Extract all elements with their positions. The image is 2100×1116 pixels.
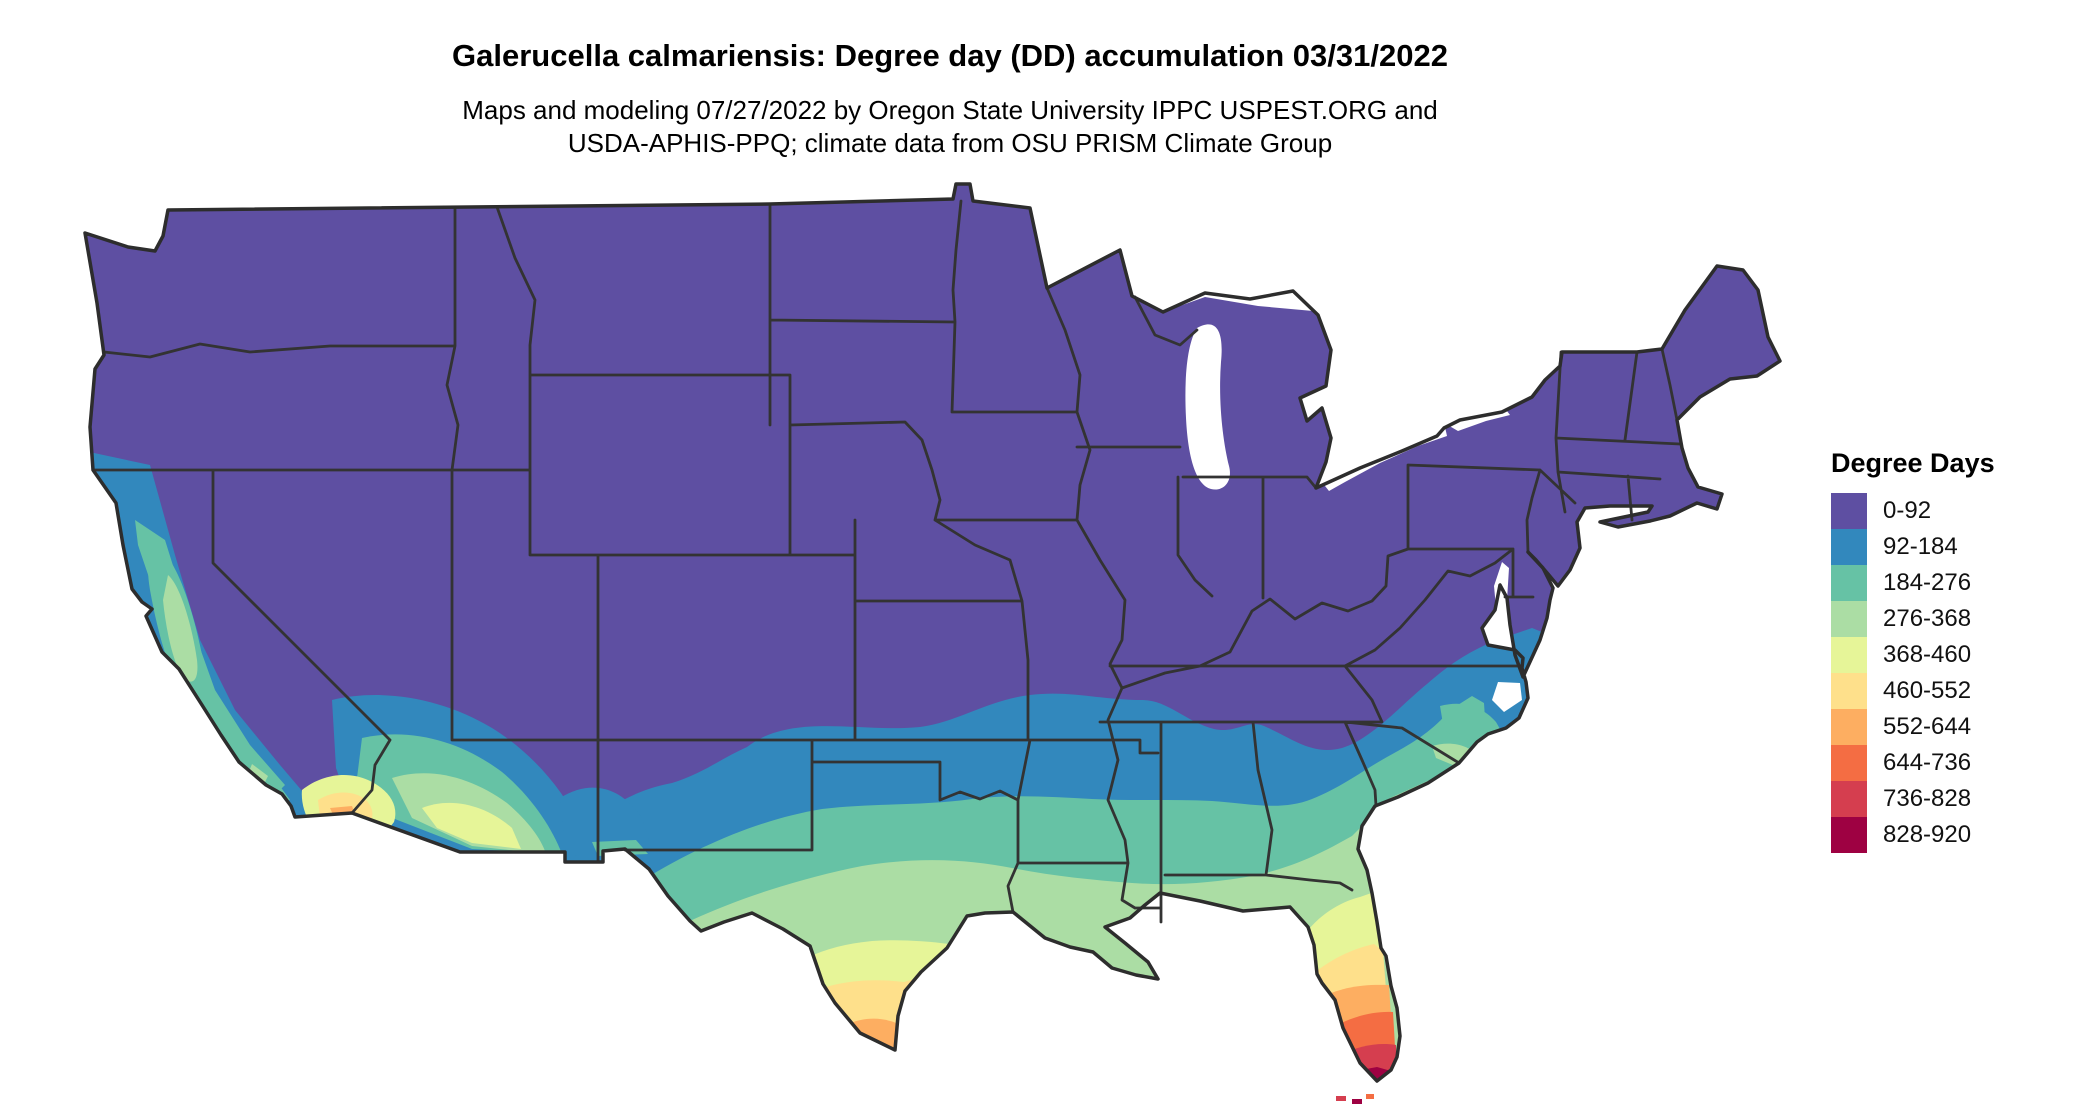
legend-title: Degree Days: [1831, 448, 1995, 478]
patch-arizona-yellow: [422, 802, 521, 849]
legend-label-184-276: 184-276: [1883, 569, 1972, 596]
state-borders: [91, 199, 1682, 924]
legend-swatch-828-920: [1831, 817, 1867, 853]
legend-item: 828-920: [1831, 817, 1995, 853]
florida-keys: [1336, 1094, 1374, 1104]
legend-label-828-920: 828-920: [1883, 821, 1972, 848]
legend-item: 184-276: [1831, 565, 1995, 601]
legend-label-460-552: 460-552: [1883, 677, 1972, 704]
subtitle-line-1: Maps and modeling 07/27/2022 by Oregon S…: [462, 95, 1438, 125]
legend-label-276-368: 276-368: [1883, 605, 1972, 632]
legend-swatch-460-552: [1831, 673, 1867, 709]
lake-michigan: [1185, 324, 1230, 490]
legend-label-736-828: 736-828: [1883, 785, 1972, 812]
pamlico-sound: [1492, 682, 1522, 712]
page-subtitle: Maps and modeling 07/27/2022 by Oregon S…: [0, 94, 1900, 160]
legend-swatch-92-184: [1831, 529, 1867, 565]
legend-label-368-460: 368-460: [1883, 641, 1972, 668]
band-460-552-texas: [775, 974, 941, 1081]
legend-swatch-276-368: [1831, 601, 1867, 637]
band-736-828-florida: [1334, 1044, 1398, 1081]
legend-item: 0-92: [1831, 493, 1995, 529]
legend-item: 460-552: [1831, 673, 1995, 709]
legend-swatch-736-828: [1831, 781, 1867, 817]
legend-label-92-184: 92-184: [1883, 533, 1958, 560]
legend-label-0-92: 0-92: [1883, 497, 1932, 524]
legend-item: 736-828: [1831, 781, 1995, 817]
legend-swatch-368-460: [1831, 637, 1867, 673]
legend-item: 276-368: [1831, 601, 1995, 637]
legend-item: 92-184: [1831, 529, 1995, 565]
us-outline: [83, 182, 1782, 1083]
page-title: Galerucella calmariensis: Degree day (DD…: [452, 38, 1448, 73]
legend-swatch-552-644: [1831, 709, 1867, 745]
legend-item: 644-736: [1831, 745, 1995, 781]
legend-label-644-736: 644-736: [1883, 749, 1972, 776]
legend-item: 368-460: [1831, 637, 1995, 673]
degree-days-legend: Degree Days 0-92 92-184 184-276 276-368 …: [1831, 448, 1995, 853]
band-828-920-florida-tip: [1350, 1067, 1391, 1081]
subtitle-line-2: USDA-APHIS-PPQ; climate data from OSU PR…: [567, 128, 1333, 158]
legend-swatch-184-276: [1831, 565, 1867, 601]
lake-superior: [1035, 212, 1313, 312]
legend-swatch-644-736: [1831, 745, 1867, 781]
patch-central-valley-green: [163, 575, 198, 682]
legend-item: 552-644: [1831, 709, 1995, 745]
legend-swatch-0-92: [1831, 493, 1867, 529]
legend-label-552-644: 552-644: [1883, 713, 1972, 740]
